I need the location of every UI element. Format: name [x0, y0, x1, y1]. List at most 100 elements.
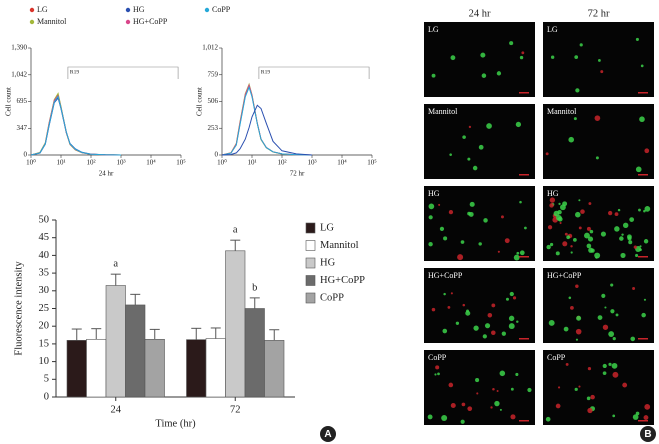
legend-swatch	[305, 240, 316, 251]
cell-dot	[570, 251, 573, 254]
cell-dot	[566, 235, 571, 240]
legend-swatch	[125, 19, 131, 25]
cell-dot	[499, 408, 502, 411]
legend-label: HG+CoPP	[320, 275, 365, 286]
cell-dot	[555, 251, 560, 256]
cell-dot	[467, 211, 471, 216]
cell-dot	[559, 221, 562, 225]
cell-dot	[466, 309, 470, 313]
scale-bar	[519, 92, 529, 94]
cell-dot	[630, 336, 636, 342]
cell-dot	[516, 320, 519, 323]
cell-dot	[584, 232, 590, 239]
cell-dot	[639, 116, 645, 123]
cell-dot	[512, 296, 517, 300]
cell-dot	[589, 229, 594, 234]
cell-dot	[617, 208, 621, 212]
cell-dot	[428, 215, 433, 220]
cell-dot	[643, 239, 649, 244]
cell-dot	[612, 414, 616, 418]
legend-swatch	[305, 222, 316, 234]
gate-label: R19	[261, 69, 270, 75]
y-axis-title: Cell count	[196, 87, 204, 116]
y-tick-label: 1,042	[11, 70, 27, 78]
cell-dot	[478, 242, 482, 246]
cell-dot	[483, 218, 488, 223]
y-tick-label: 347	[17, 124, 28, 132]
x-axis-title: 24 hr	[99, 170, 114, 178]
y-tick-label: 10	[39, 356, 50, 367]
cell-dot	[610, 309, 615, 314]
cell-dot	[434, 373, 437, 376]
cell-dot	[598, 59, 601, 62]
cell-dot	[438, 203, 441, 206]
cell-dot	[472, 165, 478, 171]
micrograph	[543, 350, 654, 425]
cell-dot	[553, 210, 560, 217]
cell-dot	[515, 121, 522, 128]
x-tick-label: 10⁵	[367, 159, 377, 167]
cell-dot	[545, 152, 549, 156]
cell-dot	[497, 250, 500, 253]
cell-dot	[644, 205, 651, 212]
x-tick-label: 10¹	[56, 159, 65, 167]
y-tick-label: 253	[208, 124, 219, 132]
cell-dot	[633, 245, 637, 249]
y-tick-label: 40	[39, 250, 50, 261]
cell-dot	[508, 323, 515, 330]
cell-dot	[562, 201, 568, 207]
scale-bar	[638, 420, 648, 422]
row-label: HG	[428, 189, 440, 198]
cell-dot	[527, 387, 532, 393]
cell-dot	[632, 414, 639, 420]
cell-dot	[604, 306, 607, 309]
cell-dot	[496, 71, 502, 76]
panel-label: A	[324, 429, 331, 440]
bar	[125, 304, 146, 398]
cell-dot	[612, 337, 616, 341]
cell-dot	[557, 216, 563, 222]
y-tick-label: 25	[39, 303, 50, 314]
cell-dot	[455, 321, 460, 325]
cell-dot	[428, 203, 435, 210]
cell-dot	[431, 73, 436, 78]
annotation: a	[113, 259, 118, 270]
cell-dot	[468, 125, 472, 129]
legend-label: HG	[320, 257, 336, 268]
annotation: b	[252, 282, 257, 293]
cell-dot	[562, 241, 568, 247]
scale-bar	[638, 92, 648, 94]
cell-dot	[467, 157, 471, 161]
cell-dot	[557, 386, 561, 389]
cell-dot	[516, 251, 520, 255]
legend-label: CoPP	[320, 292, 344, 303]
cell-dot	[635, 166, 642, 173]
cell-dot	[615, 313, 619, 317]
cell-dot	[587, 236, 594, 242]
legend-label: LG	[320, 222, 334, 233]
x-axis-title: Time (hr)	[155, 418, 196, 429]
x-tick-label: 10³	[307, 159, 316, 167]
cell-dot	[602, 371, 607, 376]
y-tick-label: 45	[39, 232, 50, 243]
y-tick-label: 1,390	[11, 44, 27, 52]
cell-dot	[431, 307, 436, 312]
cell-dot	[580, 209, 585, 214]
cell-dot	[621, 233, 624, 236]
y-tick-label: 759	[208, 70, 219, 78]
cell-dot	[600, 70, 604, 74]
cell-dot	[600, 231, 606, 237]
bar	[105, 285, 126, 398]
cell-dot	[457, 254, 464, 261]
cell-dot	[490, 406, 493, 409]
cell-dot	[573, 237, 577, 242]
cell-dot	[594, 252, 601, 259]
y-tick-label: 695	[17, 97, 28, 105]
row-label: CoPP	[547, 353, 566, 362]
cell-dot	[428, 241, 433, 247]
x-tick-label: 24	[111, 404, 122, 415]
cell-dot	[575, 338, 579, 341]
x-tick-label: 72	[230, 404, 241, 415]
cell-dot	[548, 320, 555, 326]
